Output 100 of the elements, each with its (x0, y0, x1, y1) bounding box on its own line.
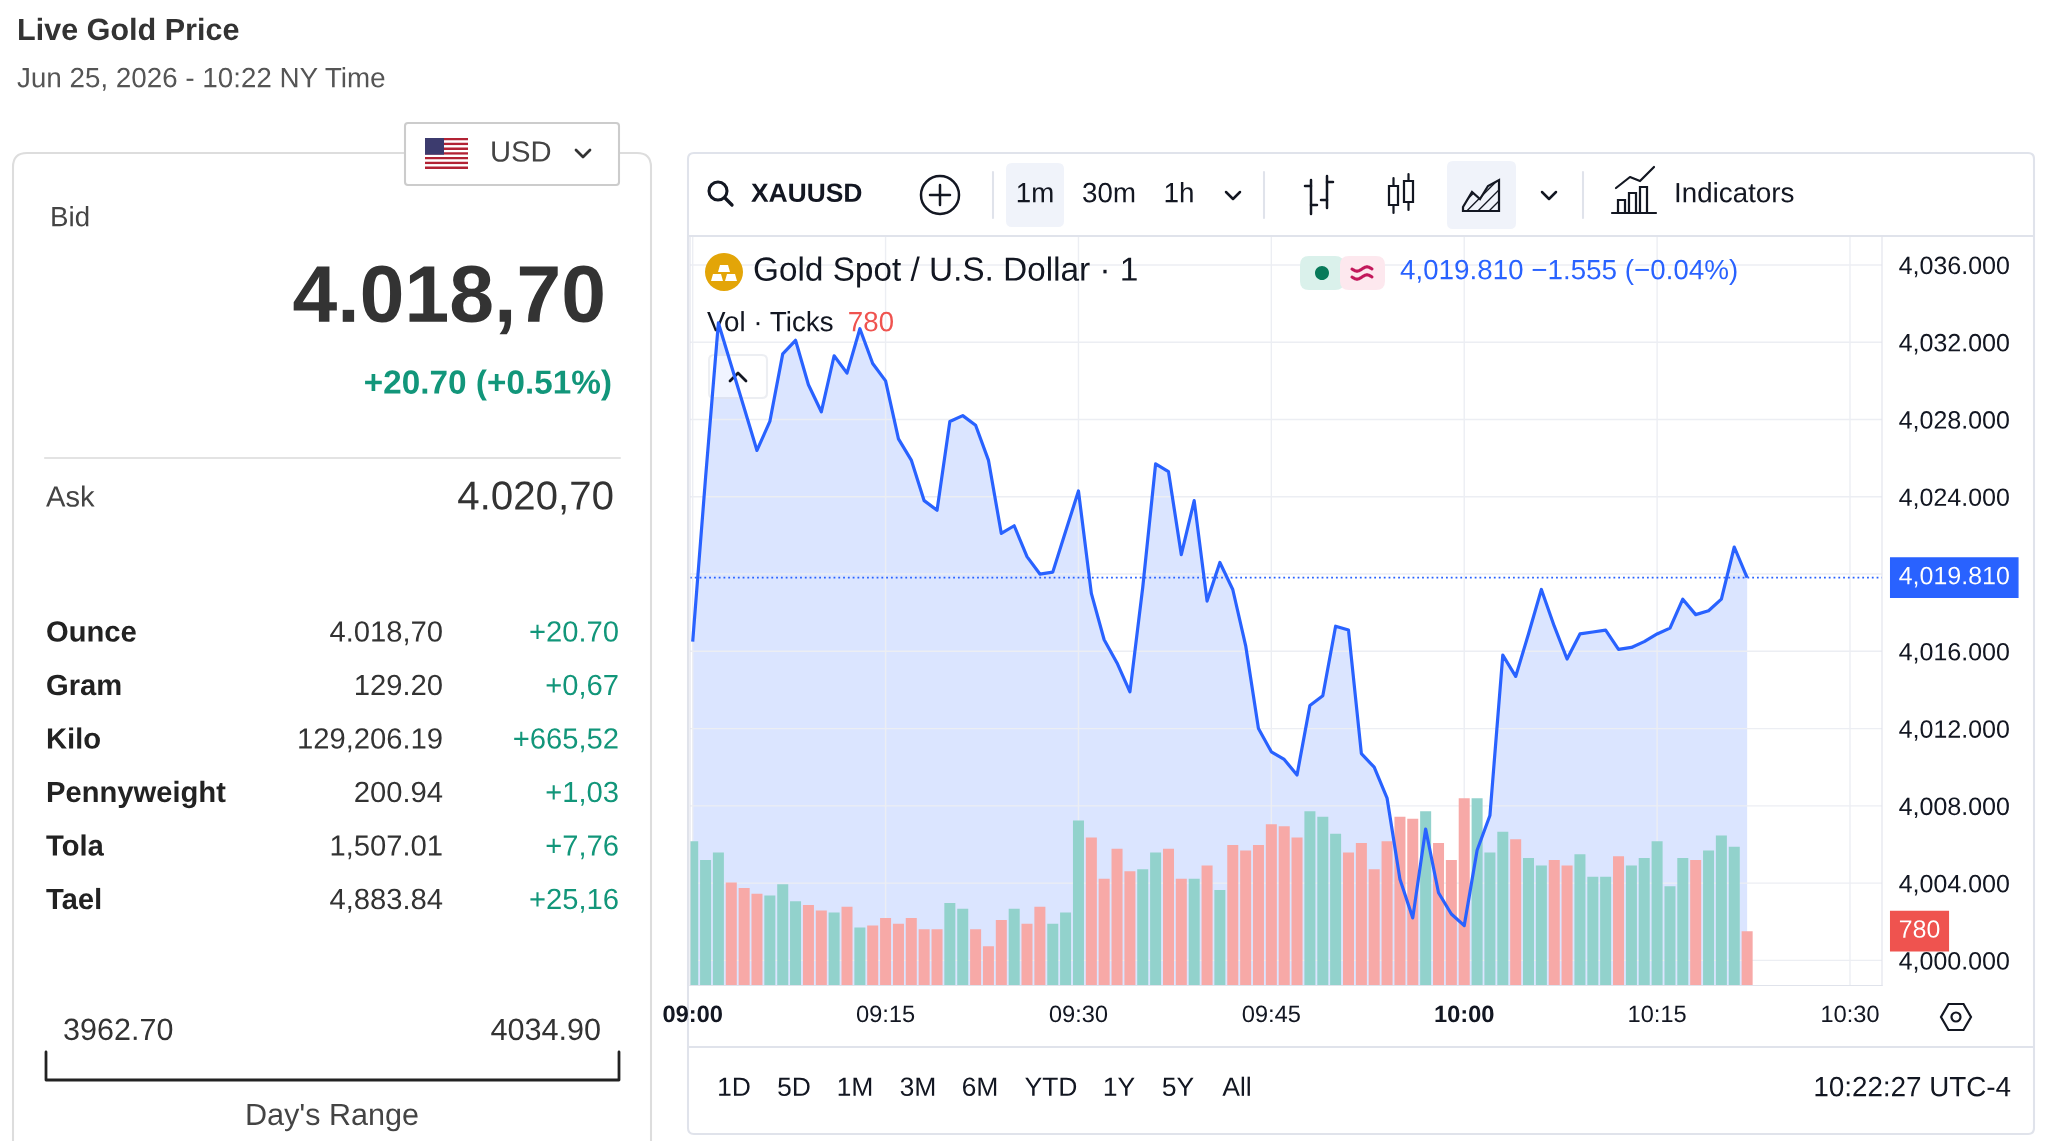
text: USD (492, 141, 551, 162)
text: Day's Range (247, 1103, 418, 1132)
text: Pennyweight (47, 780, 226, 809)
y-tick-label: 4,032.000 (1899, 333, 2009, 355)
text: 5Y (1162, 1077, 1194, 1097)
text: 129,206.19 (299, 728, 442, 753)
y-tick-label: 4,008.000 (1899, 797, 2009, 819)
bar (1741, 931, 1753, 986)
bar (1703, 850, 1715, 986)
bar (790, 901, 802, 986)
bar (1728, 846, 1740, 986)
bar (700, 859, 712, 986)
bar (712, 852, 724, 986)
text: YTD (1025, 1077, 1077, 1096)
text: 129.20 (356, 674, 442, 696)
bar (1497, 831, 1509, 986)
bar (880, 918, 892, 986)
bar (1278, 826, 1290, 986)
text: All (1222, 1076, 1250, 1096)
bar (1535, 865, 1547, 986)
bar (1008, 908, 1020, 986)
bar (1368, 869, 1380, 986)
text: 200.94 (355, 781, 443, 803)
bar (1214, 889, 1226, 986)
text: +20.70 (+0.51%) (365, 369, 611, 401)
text: 6M (963, 1077, 997, 1097)
text: +1,03 (546, 781, 618, 806)
bar (777, 884, 789, 986)
bar (1613, 856, 1625, 986)
text: 4034.90 (491, 1018, 600, 1041)
text: 1m (1017, 183, 1053, 203)
bar (1304, 811, 1316, 986)
bar (1355, 843, 1367, 986)
bar (802, 904, 814, 986)
text: 10:22:27 UTC-4 (1815, 1076, 2011, 1097)
text: 3M (900, 1077, 935, 1097)
text: +7,76 (546, 835, 618, 860)
bar (1162, 848, 1174, 986)
text: +0,67 (546, 674, 618, 699)
bar (1188, 878, 1200, 986)
bar (1137, 869, 1149, 986)
text: 4.018,70 (293, 265, 603, 335)
bar (815, 910, 827, 986)
x-tick-label: 09:45 (1242, 1005, 1300, 1023)
bar (1072, 820, 1084, 986)
bar (1574, 854, 1586, 986)
bar (1291, 837, 1303, 986)
y-tick-label: 4,016.000 (1899, 642, 2009, 664)
bar (995, 919, 1007, 986)
bar (1625, 865, 1637, 986)
x-tick-label: 10:15 (1629, 1005, 1686, 1023)
bar (1548, 859, 1560, 986)
text: XAUUSD (751, 183, 862, 203)
bar (1098, 878, 1110, 986)
bar (1060, 912, 1072, 986)
bar (841, 906, 853, 986)
bar (1227, 844, 1239, 986)
text: 1D (719, 1077, 750, 1096)
bar (982, 946, 994, 986)
text: 1h (1165, 182, 1193, 203)
bar (918, 929, 930, 986)
text: Bid (52, 206, 89, 227)
bar (1265, 824, 1277, 986)
text: Kilo (47, 727, 100, 749)
y-tick-label: 4,024.000 (1899, 488, 2009, 510)
bar (1201, 865, 1213, 986)
y-tick-label: 4,028.000 (1899, 411, 2009, 432)
bar (1445, 859, 1457, 986)
bar (1175, 878, 1187, 986)
annotation: 780 (849, 311, 894, 332)
text: 3962.70 (64, 1018, 173, 1041)
text: Indicators (1676, 182, 1794, 203)
ref-line-label: 4,019.810 (1899, 566, 2009, 588)
bar (1458, 798, 1470, 986)
text: +665,52 (514, 728, 618, 753)
text: 780 (1899, 920, 1940, 938)
bar (1510, 839, 1522, 986)
y-tick-label: 4,036.000 (1899, 256, 2009, 278)
bar (944, 903, 956, 986)
bar (1342, 852, 1354, 986)
bar (1330, 833, 1342, 986)
text: 30m (1083, 182, 1135, 203)
bar (1317, 816, 1329, 986)
bar (1407, 818, 1419, 986)
bar (1240, 850, 1252, 986)
x-tick-label: 09:00 (663, 1005, 722, 1023)
y-tick-label: 4,004.000 (1899, 874, 2009, 896)
y-tick-label: 4,012.000 (1899, 720, 2009, 741)
text: +20.70 (530, 621, 618, 642)
bar (1085, 837, 1097, 986)
bar (1252, 844, 1264, 986)
text: Tola (46, 834, 104, 856)
bar (1587, 876, 1599, 986)
bar (1638, 858, 1650, 986)
text: 1Y (1104, 1077, 1135, 1096)
text: Live Gold Price (19, 17, 239, 41)
text: Ounce (47, 621, 136, 642)
text: 5D (778, 1077, 810, 1097)
bar (828, 912, 840, 986)
bar (725, 882, 737, 986)
